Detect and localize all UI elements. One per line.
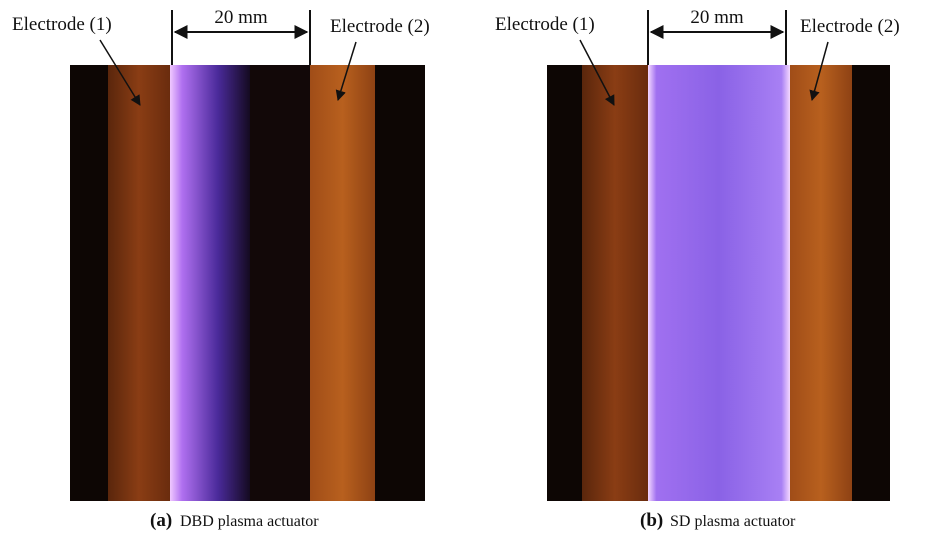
electrode-label: Electrode (2) — [800, 16, 900, 37]
electrode-label: Electrode (1) — [12, 14, 112, 35]
caption: SD plasma actuator — [670, 513, 796, 530]
figure: 20 mm Electrode (1) Electrode (2) (a) DB… — [0, 0, 934, 534]
dimension-label: 20 mm — [690, 7, 744, 28]
plasma — [170, 65, 250, 501]
plasma — [648, 65, 790, 501]
electrode — [108, 65, 170, 501]
electrode-label: Electrode (1) — [495, 14, 595, 35]
electrode — [790, 65, 852, 501]
panel-b: 20 mm Electrode (1) Electrode (2) (b) SD… — [495, 7, 900, 531]
caption-tag: (a) — [150, 510, 172, 531]
dimension-label: 20 mm — [214, 7, 268, 28]
electrode — [310, 65, 375, 501]
electrode — [582, 65, 648, 501]
caption: DBD plasma actuator — [180, 513, 319, 530]
caption-tag: (b) — [640, 510, 663, 531]
electrode-label: Electrode (2) — [330, 16, 430, 37]
gap — [250, 65, 310, 501]
panel-a: 20 mm Electrode (1) Electrode (2) (a) DB… — [12, 7, 430, 531]
